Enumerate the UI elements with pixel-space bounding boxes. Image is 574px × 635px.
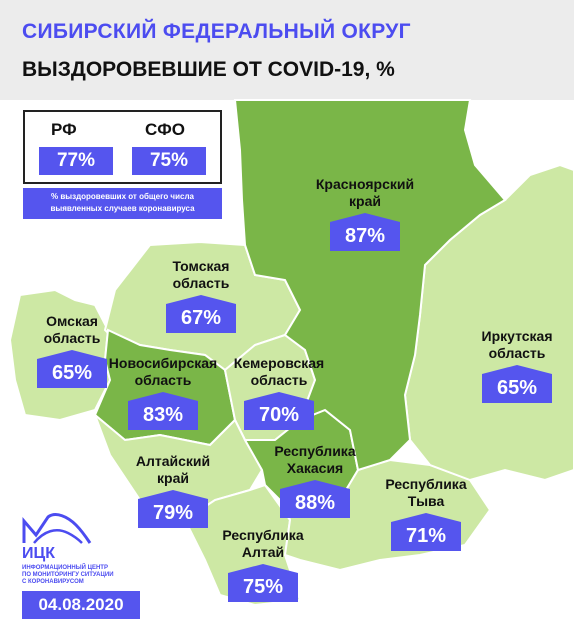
- legend-sfo-label: СФО: [145, 120, 186, 139]
- region-name: Омская: [46, 313, 98, 329]
- region-value: 67%: [166, 304, 236, 333]
- region-value: 75%: [228, 573, 298, 602]
- page-subtitle: ВЫЗДОРОВЕВШИЕ ОТ COVID-19, %: [22, 58, 395, 81]
- logo-sub-line: ПО МОНИТОРИНГУ СИТУАЦИИ: [22, 572, 114, 578]
- region-name: Республика: [222, 527, 304, 543]
- region-name: Кемеровская: [233, 355, 325, 371]
- region-shape-altai-krai: [92, 411, 264, 522]
- logo-mark-icon: [22, 513, 92, 544]
- region-label-tomsk: Томская область 67%: [151, 258, 251, 333]
- region-label-kemerovo: Кемеровская область 70%: [224, 355, 334, 430]
- legend-note: % выздоровевших от общего числа выявленн…: [23, 188, 222, 219]
- region-value: 88%: [280, 489, 350, 518]
- region-value: 71%: [391, 522, 461, 551]
- region-label-tyva: Республика Тыва 71%: [376, 476, 476, 551]
- value-badge: 70%: [244, 392, 314, 430]
- region-name: Хакасия: [286, 460, 344, 476]
- header-band: СИБИРСКИЙ ФЕДЕРАЛЬНЫЙ ОКРУГ ВЫЗДОРОВЕВШИ…: [0, 0, 574, 100]
- region-value: 70%: [244, 401, 314, 430]
- region-name: Алтайский: [135, 453, 211, 469]
- value-badge: 65%: [482, 365, 552, 403]
- logo-subtitle: ИНФОРМАЦИОННЫЙ ЦЕНТР ПО МОНИТОРИНГУ СИТУ…: [22, 565, 152, 586]
- region-label-irkutsk: Иркутская область 65%: [467, 328, 567, 403]
- region-value: 87%: [330, 222, 400, 251]
- region-name: область: [43, 330, 101, 346]
- region-value: 83%: [128, 401, 198, 430]
- region-label-altai-rep: Республика Алтай 75%: [213, 527, 313, 602]
- legend-box: РФ СФО 77% 75%: [23, 110, 222, 184]
- value-badge: 67%: [166, 295, 236, 333]
- logo-sub-line: С КОРОНАВИРУСОМ: [22, 579, 84, 585]
- region-label-krasnoyarsk: Красноярский край 87%: [300, 176, 430, 251]
- value-badge: 71%: [391, 513, 461, 551]
- legend-panel: РФ СФО 77% 75% % выздоровевших от общего…: [23, 110, 222, 219]
- region-name: Новосибирская: [108, 355, 218, 371]
- legend-rf-label: РФ: [51, 120, 77, 139]
- value-badge: 65%: [37, 350, 107, 388]
- logo-name: ИЦК: [22, 545, 55, 562]
- legend-note-line2: выявленных случаев коронавируса: [50, 204, 195, 213]
- region-name: Республика: [274, 443, 356, 459]
- region-name: область: [134, 372, 192, 388]
- value-badge: 75%: [228, 564, 298, 602]
- region-shape-krasnoyarsk: [233, 99, 507, 472]
- region-value: 65%: [482, 374, 552, 403]
- legend-rf-value: 77%: [39, 147, 113, 175]
- region-name: область: [488, 345, 546, 361]
- region-name: Красноярский: [315, 176, 415, 192]
- value-badge: 79%: [138, 490, 208, 528]
- region-name: край: [349, 193, 381, 209]
- legend-sfo-value: 75%: [132, 147, 206, 175]
- logo: ИЦК ИНФОРМАЦИОННЫЙ ЦЕНТР ПО МОНИТОРИНГУ …: [22, 513, 142, 585]
- legend-note-line1: % выздоровевших от общего числа: [51, 192, 194, 201]
- region-label-omsk: Омская область 65%: [22, 313, 122, 388]
- region-value: 79%: [138, 499, 208, 528]
- page-title: СИБИРСКИЙ ФЕДЕРАЛЬНЫЙ ОКРУГ: [22, 20, 411, 43]
- value-badge: 87%: [330, 213, 400, 251]
- region-name: Алтай: [241, 544, 285, 560]
- region-name: край: [157, 470, 189, 486]
- region-name: область: [172, 275, 230, 291]
- value-badge: 88%: [280, 480, 350, 518]
- region-label-novosibirsk: Новосибирская область 83%: [98, 355, 228, 430]
- value-badge: 83%: [128, 392, 198, 430]
- region-name: Республика: [385, 476, 467, 492]
- region-label-altai-krai: Алтайский край 79%: [123, 453, 223, 528]
- date-badge: 04.08.2020: [22, 591, 140, 619]
- region-name: область: [250, 372, 308, 388]
- region-value: 65%: [37, 359, 107, 388]
- region-name: Иркутская: [481, 328, 553, 344]
- logo-sub-line: ИНФОРМАЦИОННЫЙ ЦЕНТР: [22, 565, 108, 571]
- region-name: Томская: [172, 258, 230, 274]
- region-label-khakassia: Республика Хакасия 88%: [265, 443, 365, 518]
- region-name: Тыва: [407, 493, 445, 509]
